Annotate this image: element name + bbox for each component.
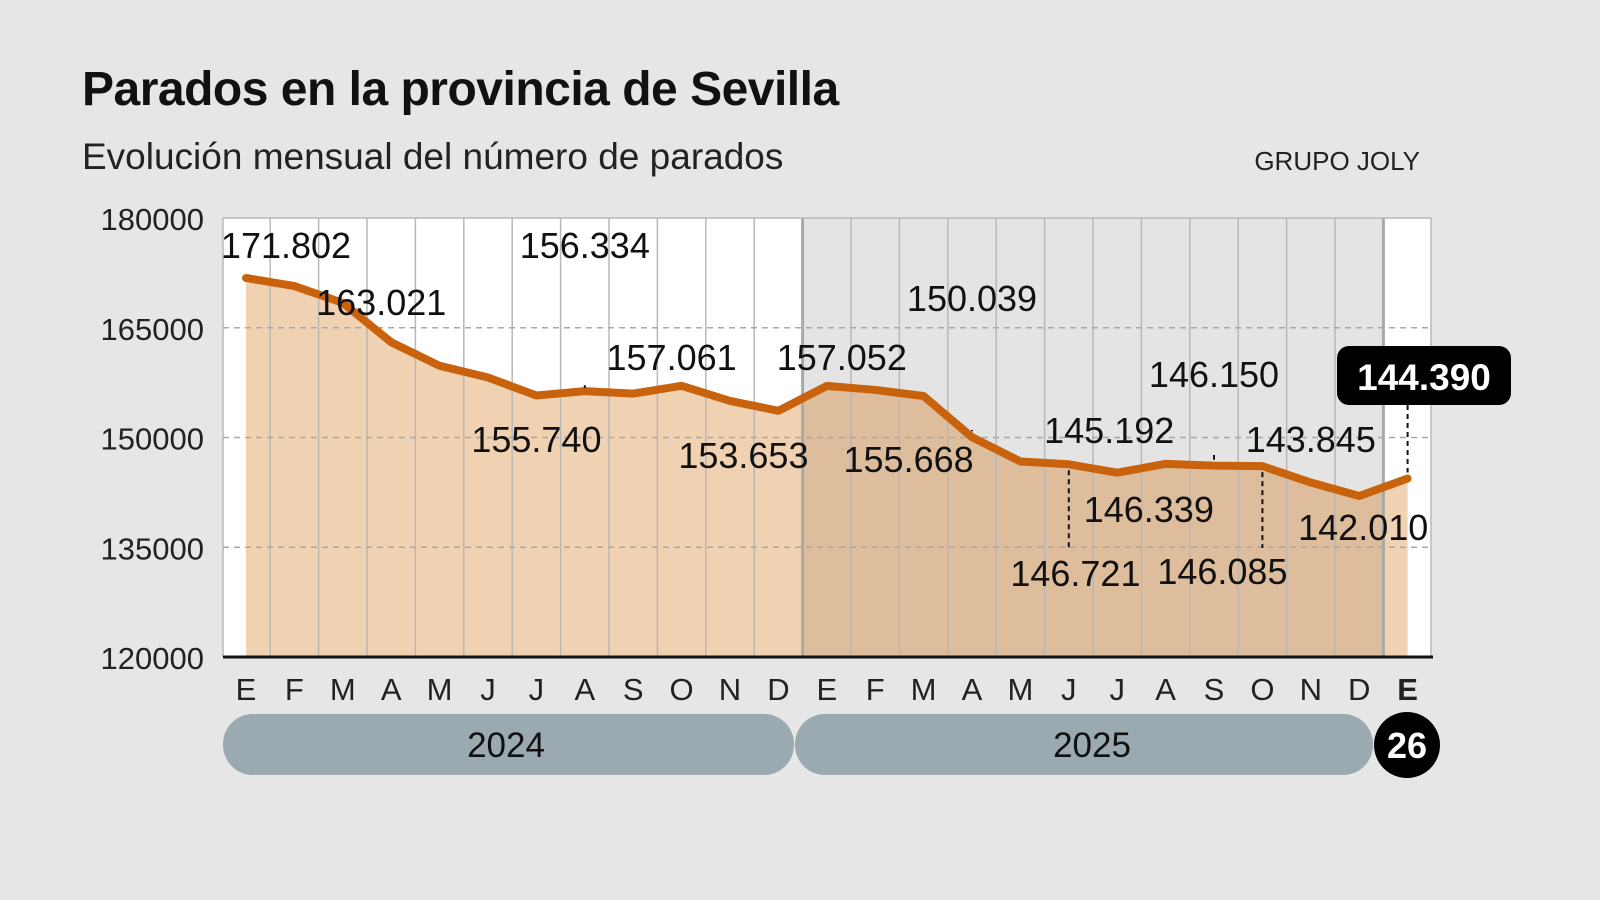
data-label: 153.653 bbox=[678, 435, 808, 476]
x-tick-label: O bbox=[670, 672, 694, 707]
data-label: 146.721 bbox=[1010, 553, 1140, 594]
x-tick-label: E bbox=[236, 672, 257, 707]
year-label: 2024 bbox=[467, 726, 545, 765]
x-tick-label: J bbox=[529, 672, 545, 707]
x-tick-label: A bbox=[574, 672, 595, 707]
year-label: 26 bbox=[1387, 725, 1427, 766]
x-tick-label: D bbox=[767, 672, 789, 707]
chart-subtitle: Evolución mensual del número de parados bbox=[82, 136, 784, 177]
area-2026 bbox=[1383, 478, 1408, 657]
data-label: 157.061 bbox=[607, 337, 737, 378]
y-tick-label: 120000 bbox=[101, 641, 204, 676]
x-tick-label: E bbox=[1397, 672, 1418, 707]
y-tick-label: 135000 bbox=[101, 531, 204, 566]
x-tick-label: N bbox=[1300, 672, 1322, 707]
x-tick-label: S bbox=[1204, 672, 1225, 707]
y-tick-label: 180000 bbox=[101, 202, 204, 237]
highlight-label-box bbox=[1337, 346, 1511, 405]
data-label: 150.039 bbox=[907, 278, 1037, 319]
source-credit: GRUPO JOLY bbox=[1254, 146, 1420, 176]
x-tick-label: N bbox=[719, 672, 741, 707]
x-tick-label: O bbox=[1250, 672, 1274, 707]
area-2024 bbox=[246, 277, 803, 657]
x-tick-label: J bbox=[1109, 672, 1125, 707]
x-tick-label: M bbox=[1007, 672, 1033, 707]
data-label: 163.021 bbox=[316, 282, 446, 323]
x-tick-label: S bbox=[623, 672, 644, 707]
y-tick-label: 150000 bbox=[101, 422, 204, 457]
x-tick-label: M bbox=[330, 672, 356, 707]
year-badge-2026 bbox=[1374, 712, 1440, 778]
data-label: 144.390 bbox=[1357, 357, 1491, 398]
x-tick-label: M bbox=[911, 672, 937, 707]
data-label: 146.085 bbox=[1157, 551, 1287, 592]
x-tick-label: M bbox=[427, 672, 453, 707]
data-label: 142.010 bbox=[1298, 507, 1428, 548]
year-band-2024 bbox=[223, 714, 794, 775]
x-tick-label: F bbox=[866, 672, 885, 707]
x-tick-label: E bbox=[816, 672, 837, 707]
x-tick-label: D bbox=[1348, 672, 1370, 707]
data-label: 145.192 bbox=[1044, 410, 1174, 451]
x-tick-label: A bbox=[962, 672, 983, 707]
y-tick-label: 165000 bbox=[101, 312, 204, 347]
x-tick-label: A bbox=[1155, 672, 1176, 707]
data-label: 157.052 bbox=[777, 337, 907, 378]
data-label: 146.339 bbox=[1084, 489, 1214, 530]
x-tick-label: A bbox=[381, 672, 402, 707]
x-tick-label: F bbox=[285, 672, 304, 707]
x-tick-label: J bbox=[1061, 672, 1077, 707]
year-band-2025 bbox=[795, 714, 1373, 775]
chart-title: Parados en la provincia de Sevilla bbox=[82, 63, 839, 116]
year-label: 2025 bbox=[1053, 726, 1131, 765]
x-tick-label: J bbox=[480, 672, 496, 707]
data-label: 155.740 bbox=[471, 419, 601, 460]
data-label: 156.334 bbox=[520, 225, 650, 266]
data-label: 143.845 bbox=[1246, 419, 1376, 460]
data-label: 155.668 bbox=[844, 439, 974, 480]
data-label: 171.802 bbox=[221, 225, 351, 266]
series-line bbox=[242, 273, 1412, 500]
data-label: 146.150 bbox=[1149, 354, 1279, 395]
